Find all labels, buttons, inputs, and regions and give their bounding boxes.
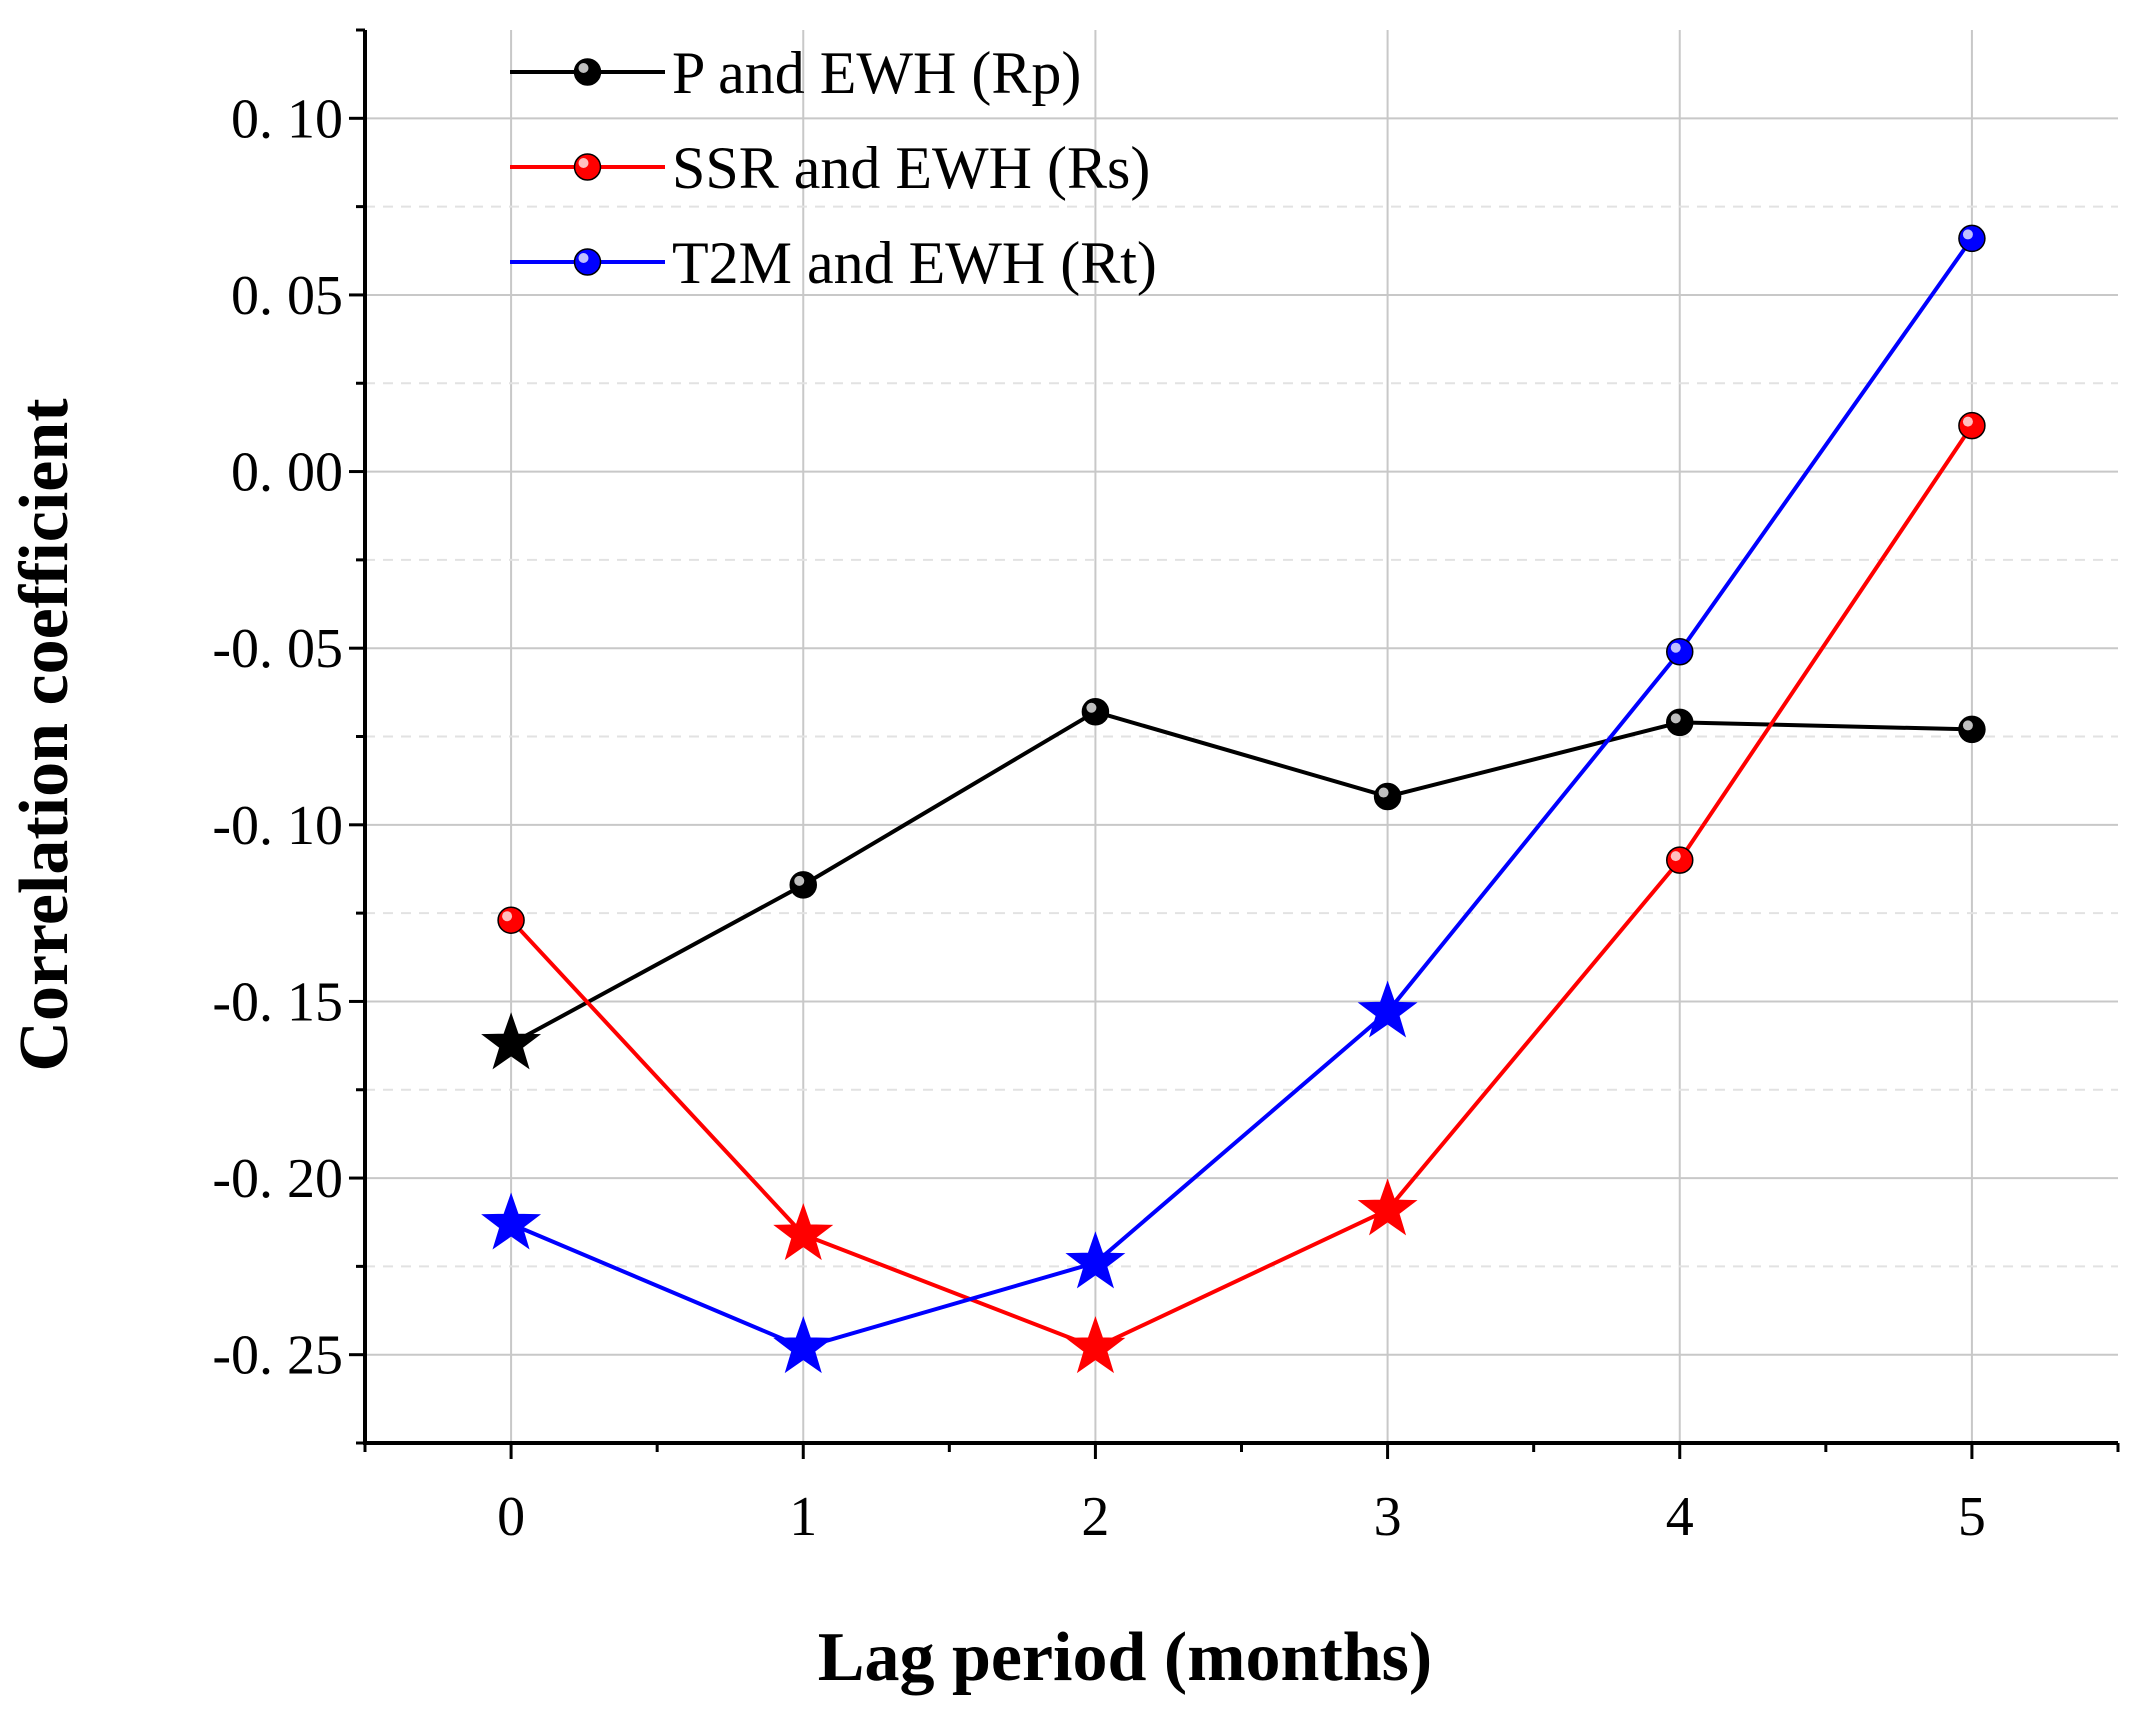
series-line: [510, 237, 1974, 1350]
data-point-highlight: [1962, 229, 1973, 240]
data-point: [1666, 846, 1694, 874]
y-tick-label: -0. 25: [212, 1325, 343, 1387]
star-marker: [773, 1203, 834, 1261]
legend-marker-highlight: [578, 158, 589, 168]
data-point: [1666, 637, 1694, 666]
legend-marker-body: [573, 153, 602, 181]
y-axis-title: Correlation coefficient: [6, 398, 83, 1071]
legend-marker-body: [573, 248, 602, 276]
x-tick-label: 2: [1081, 1486, 1109, 1548]
legend-entry: SSR and EWH (Rs): [510, 135, 1150, 201]
series-0: [481, 698, 1986, 1070]
data-point-body: [1666, 708, 1694, 737]
x-tick-label: 3: [1374, 1486, 1402, 1548]
grid-lines: [365, 30, 2118, 1443]
data-point: [1958, 224, 1986, 253]
legend-label: T2M and EWH (Rt): [672, 230, 1157, 296]
x-tick-label: 4: [1666, 1486, 1694, 1548]
legend: P and EWH (Rp) SSR and EWH (Rs) T2M and EW…: [510, 40, 1157, 296]
star-marker: [1065, 1231, 1126, 1289]
data-point-highlight: [794, 875, 805, 886]
series-layer: [481, 224, 1986, 1374]
y-tick-label: 0. 10: [231, 88, 343, 150]
series-1: [497, 411, 1986, 1374]
data-point: [1666, 708, 1694, 737]
star-marker: [1357, 980, 1418, 1038]
legend-marker: [573, 58, 602, 86]
y-tick-label: -0. 15: [212, 971, 343, 1033]
data-point-body: [1958, 411, 1986, 440]
data-point-highlight: [1378, 787, 1389, 798]
data-point-body: [1958, 224, 1986, 253]
data-point: [1958, 411, 1986, 440]
y-tick-label: 0. 05: [231, 265, 343, 327]
data-point-highlight: [1670, 642, 1681, 653]
legend-label: SSR and EWH (Rs): [672, 135, 1150, 201]
data-point-body: [1666, 637, 1694, 666]
y-tick-label: -0. 20: [212, 1148, 343, 1210]
data-point-body: [1081, 698, 1110, 726]
series-line: [509, 424, 1974, 1350]
star-marker: [1065, 1316, 1126, 1374]
series-2: [481, 224, 1986, 1374]
data-point: [1373, 782, 1402, 811]
star-marker: [1357, 1178, 1418, 1236]
data-point: [1958, 715, 1986, 744]
axes: -0. 25 -0. 20 -0. 15 -0. 10 -0. 05 0. 00 0. 05…: [212, 28, 2120, 1548]
data-point-highlight: [502, 911, 513, 922]
data-point-body: [789, 871, 817, 899]
x-tick-label: 0: [497, 1486, 525, 1548]
data-point: [497, 906, 525, 934]
x-tick-label: 1: [789, 1486, 817, 1548]
legend-entry: T2M and EWH (Rt): [510, 230, 1157, 296]
star-marker: [481, 1192, 542, 1250]
star-marker: [773, 1316, 834, 1374]
legend-marker-highlight: [578, 63, 589, 73]
data-point-highlight: [1670, 713, 1681, 724]
y-tick-label: -0. 05: [212, 618, 343, 680]
legend-label: P and EWH (Rp): [672, 40, 1081, 106]
data-point: [1081, 698, 1110, 726]
legend-entry: P and EWH (Rp): [510, 40, 1081, 106]
star-marker: [481, 1012, 542, 1070]
data-point-highlight: [1962, 720, 1973, 731]
x-tick-label: 5: [1958, 1486, 1986, 1548]
x-axis-title: Lag period (months): [818, 1619, 1432, 1696]
y-tick-label: 0. 00: [231, 442, 343, 504]
y-tick-label: -0. 10: [212, 795, 343, 857]
data-point-body: [1666, 846, 1694, 874]
data-point-body: [497, 906, 525, 934]
legend-marker: [573, 248, 602, 276]
data-point: [789, 871, 817, 899]
data-point-highlight: [1962, 416, 1973, 427]
data-point-highlight: [1086, 702, 1097, 713]
legend-marker-highlight: [578, 253, 589, 263]
series-line: [510, 709, 1972, 1046]
data-point-highlight: [1670, 851, 1681, 862]
legend-marker-body: [573, 58, 602, 86]
data-point-body: [1958, 715, 1986, 744]
data-point-body: [1373, 782, 1402, 811]
legend-marker: [573, 153, 602, 181]
